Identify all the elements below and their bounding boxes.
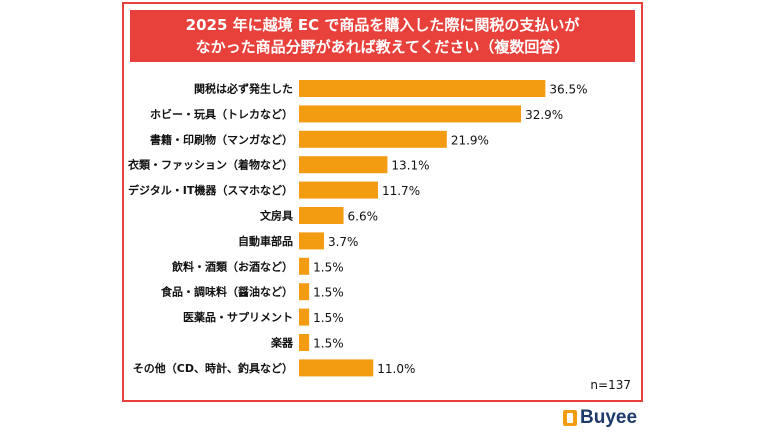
category-label: 楽器 [270,336,294,350]
bar [299,359,374,377]
bar [299,181,378,199]
value-label: 11.0% [377,362,415,376]
value-label: 13.1% [391,159,429,173]
bar [299,207,344,224]
value-label: 21.9% [451,133,489,147]
value-label: 1.5% [313,311,344,325]
category-label: 医薬品・サプリメント [183,310,293,324]
bar [299,232,324,250]
bar [299,156,388,174]
chart-frame: 2025 年に越境 EC で商品を購入した際に関税の支払いが なかった商品分野が… [122,2,643,402]
bar [299,80,546,97]
bar [299,283,310,301]
value-label: 36.5% [549,83,587,97]
bar [299,308,310,326]
bar [299,334,310,351]
bar [299,105,522,123]
category-label: その他（CD、時計、釣具など） [133,361,293,375]
value-label: 3.7% [328,235,359,249]
chart-title-line-2: なかった商品分野があれば教えてください（複数回答） [195,38,570,56]
category-label: 飲料・酒類（お酒など） [171,259,293,273]
category-label: 食品・調味料（醤油など） [161,285,293,299]
value-label: 1.5% [313,337,344,351]
category-label: 関税は必ず発生した [194,82,293,96]
category-label: 衣類・ファッション（着物など） [128,158,293,172]
value-label: 1.5% [313,260,344,274]
chart-title-line-1: 2025 年に越境 EC で商品を購入した際に関税の支払いが [185,16,580,34]
category-label: 書籍・印刷物（マンガなど） [150,132,293,146]
value-label: 6.6% [348,210,379,224]
chart-title: 2025 年に越境 EC で商品を購入した際に関税の支払いが なかった商品分野が… [130,10,635,62]
category-label: デジタル・IT機器（スマホなど） [128,183,293,197]
buyee-logo: Buyee [563,407,637,429]
bar [299,130,447,148]
category-label: ホビー・玩具（トレカなど） [150,107,293,121]
value-label: 11.7% [382,184,420,198]
value-label: 32.9% [525,108,563,122]
buyee-logo-text: Buyee [580,407,638,428]
category-label: 自動車部品 [238,234,293,248]
value-label: 1.5% [313,286,344,300]
category-label: 文房具 [260,209,293,223]
sample-size-label: n=137 [590,378,631,392]
bar [299,257,310,275]
buyee-logo-icon [563,410,577,426]
